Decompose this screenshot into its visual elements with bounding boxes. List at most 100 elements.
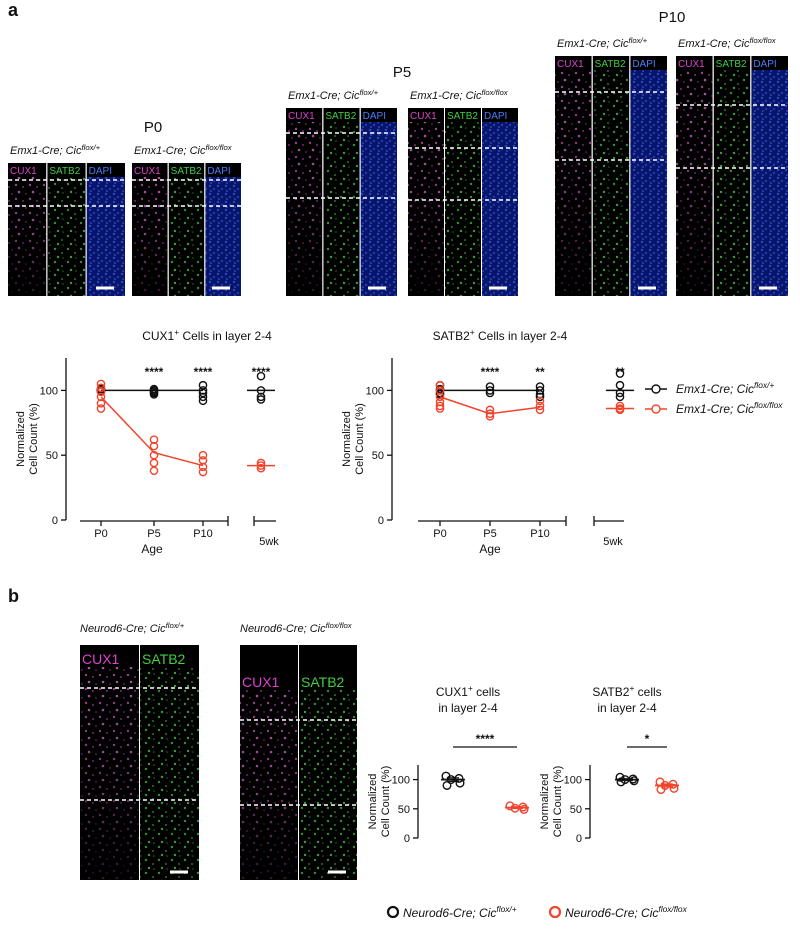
micrograph-fade bbox=[132, 177, 168, 296]
chart-title-sup: + bbox=[629, 683, 634, 693]
data-point bbox=[256, 461, 266, 470]
data-point bbox=[435, 392, 445, 402]
channel-label: CUX1 bbox=[678, 59, 705, 70]
x-tick-label: 5wk bbox=[603, 536, 623, 548]
genotype-label: Neurod6-Cre; Cicflox/+ bbox=[80, 621, 185, 636]
data-point bbox=[256, 463, 266, 473]
genotype-label-part: Emx1-Cre; Cic bbox=[678, 38, 750, 50]
legend-label-part: Neurod6-Cre; Cic bbox=[565, 906, 658, 920]
genotype-label-sup: flox/flox bbox=[326, 621, 353, 630]
x-axis-label: Age bbox=[479, 542, 501, 556]
micrograph-fade bbox=[8, 177, 47, 296]
channel-label: SATB2 bbox=[142, 651, 186, 667]
data-point bbox=[149, 389, 159, 399]
genotype-label-sup: flox/flox bbox=[206, 143, 233, 152]
chart-title-part: CUX1 bbox=[436, 685, 468, 699]
micrograph-channel bbox=[592, 70, 630, 296]
data-point bbox=[435, 397, 445, 407]
micrograph-channel bbox=[482, 122, 518, 296]
significance: **** bbox=[476, 732, 495, 746]
chart-title: SATB2+ Cells in layer 2-4 bbox=[433, 327, 568, 343]
legend-marker bbox=[651, 404, 661, 414]
y-axis-label: NormalizedCell Count (%) bbox=[367, 766, 392, 838]
chart-title: CUX1+ Cells in layer 2-4 bbox=[142, 327, 272, 343]
data-point bbox=[519, 804, 529, 814]
data-point bbox=[198, 386, 208, 395]
data-point bbox=[442, 780, 452, 790]
micrograph-fade bbox=[676, 70, 713, 296]
data-point bbox=[485, 382, 495, 391]
genotype-label: Neurod6-Cre; Cicflox/flox bbox=[240, 621, 353, 636]
channel-label: DAPI bbox=[753, 59, 776, 70]
data-point bbox=[198, 462, 208, 472]
data-point bbox=[615, 405, 625, 415]
chart-title: CUX1+ cells bbox=[436, 683, 500, 699]
data-point bbox=[96, 383, 106, 393]
genotype-label: Emx1-Cre; Cicflox/flox bbox=[410, 88, 509, 103]
channel-label: CUX1 bbox=[134, 166, 161, 177]
chart-title-sup: + bbox=[468, 683, 473, 693]
channel-label: DAPI bbox=[632, 59, 655, 70]
data-point bbox=[198, 396, 208, 406]
data-point bbox=[149, 458, 159, 468]
stage-label: P0 bbox=[144, 119, 162, 136]
legend-label-part: Emx1-Cre; Cic bbox=[676, 382, 754, 396]
y-tick-label: 0 bbox=[52, 515, 58, 527]
error-bar bbox=[621, 778, 633, 782]
channel-label: SATB2 bbox=[301, 674, 345, 690]
significance: ** bbox=[535, 365, 545, 379]
micrograph-channel bbox=[445, 122, 481, 296]
data-point bbox=[615, 369, 625, 378]
channel-label: SATB2 bbox=[595, 59, 626, 70]
data-point bbox=[535, 396, 545, 406]
chart-title-sup: + bbox=[174, 327, 179, 337]
micrograph-fade bbox=[555, 70, 592, 296]
significance: **** bbox=[145, 365, 164, 379]
data-point bbox=[435, 380, 445, 390]
data-point bbox=[256, 371, 266, 381]
channel-label: SATB2 bbox=[447, 111, 478, 122]
legend-label-sup: flox/flox bbox=[658, 904, 687, 914]
data-point bbox=[149, 435, 159, 444]
data-point bbox=[535, 386, 545, 395]
legend-label-sup: flox/+ bbox=[754, 380, 774, 390]
y-axis-label: NormalizedCell Count (%) bbox=[341, 403, 366, 475]
data-point bbox=[149, 466, 159, 476]
legend-label: Emx1-Cre; Cicflox/flox bbox=[676, 400, 783, 416]
data-point bbox=[198, 456, 208, 465]
micrograph-channel bbox=[205, 177, 241, 296]
genotype-label: Emx1-Cre; Cicflox/+ bbox=[288, 88, 379, 103]
panel-label: b bbox=[8, 586, 19, 606]
genotype-label-part: Emx1-Cre; Cic bbox=[10, 145, 82, 157]
chart-title-part: Cells in layer 2-4 bbox=[179, 329, 272, 343]
micrograph-channel bbox=[168, 177, 205, 296]
significance: **** bbox=[194, 365, 213, 379]
y-axis-label: NormalizedCell Count (%) bbox=[15, 403, 40, 475]
y-axis-label-line: Cell Count (%) bbox=[28, 403, 40, 475]
channel-label: CUX1 bbox=[557, 59, 584, 70]
legend-label-sup: flox/+ bbox=[496, 904, 516, 914]
chart-title-part: Cells in layer 2-4 bbox=[475, 329, 568, 343]
channel-label: CUX1 bbox=[242, 674, 280, 690]
y-axis-label-line: Cell Count (%) bbox=[354, 403, 366, 475]
data-point bbox=[485, 405, 495, 415]
legend-marker bbox=[548, 905, 562, 919]
error-bar bbox=[661, 783, 673, 788]
data-point bbox=[485, 409, 495, 419]
data-point bbox=[96, 392, 106, 402]
micrograph-channel bbox=[630, 70, 667, 296]
legend-label-part: Emx1-Cre; Cic bbox=[676, 402, 754, 416]
legend-label: Neurod6-Cre; Cicflox/+ bbox=[403, 904, 517, 920]
chart-title-sup: + bbox=[470, 327, 475, 337]
mean-line bbox=[100, 396, 204, 467]
micrograph-channel bbox=[360, 122, 397, 296]
channel-label: SATB2 bbox=[171, 166, 202, 177]
data-point bbox=[535, 389, 545, 399]
data-point bbox=[256, 395, 266, 404]
micrograph-channel bbox=[713, 70, 751, 296]
legend-label-part: Neurod6-Cre; Cic bbox=[403, 906, 496, 920]
x-tick-label: P0 bbox=[433, 528, 446, 540]
micrograph-fade bbox=[240, 690, 298, 880]
y-axis-label-line: Normalized bbox=[367, 774, 379, 830]
data-point bbox=[96, 387, 106, 396]
